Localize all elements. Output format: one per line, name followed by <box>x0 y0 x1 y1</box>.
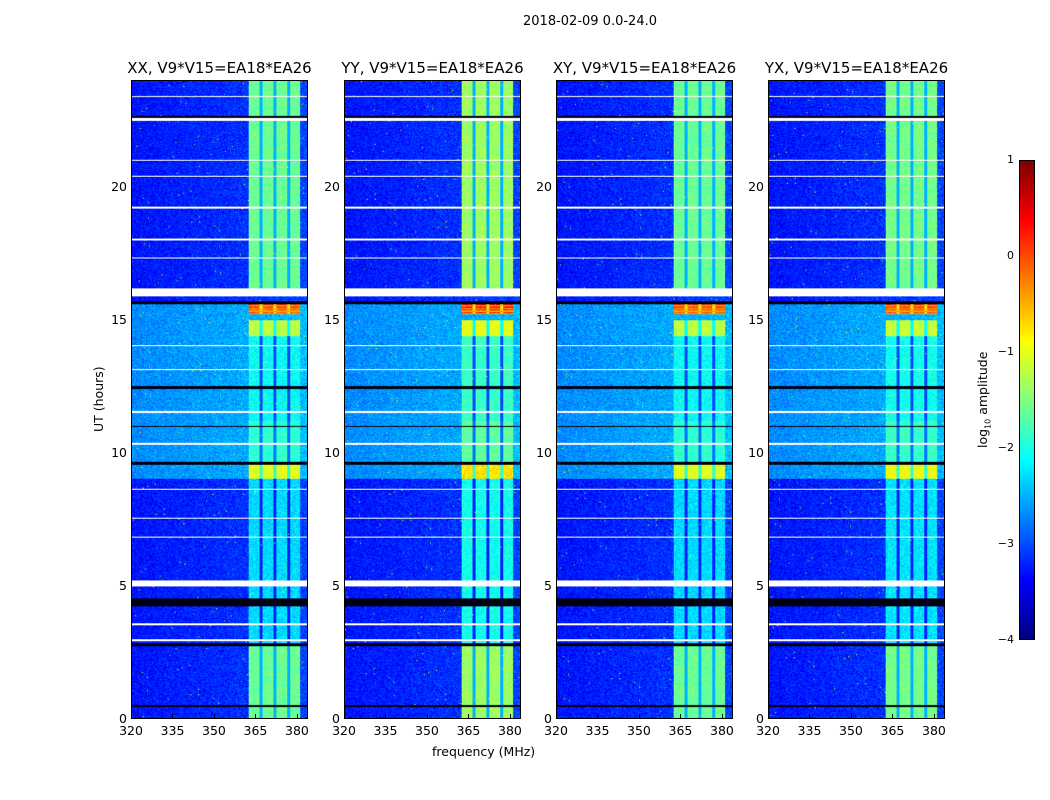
panel-title: YX, V9*V15=EA18*EA26 <box>764 59 949 77</box>
heatmap-cells <box>557 81 732 718</box>
colorbar <box>1019 160 1035 640</box>
x-tick-label: 350 <box>202 723 226 738</box>
x-tick-mark <box>768 714 769 719</box>
colorbar-tick-label: −4 <box>997 633 1014 646</box>
y-tick-label: 0 <box>119 711 127 726</box>
y-tick-label: 15 <box>536 311 552 327</box>
x-axis-label: frequency (MHz) <box>432 744 536 759</box>
x-tick-label: 320 <box>756 723 780 738</box>
x-tick-mark <box>255 714 257 719</box>
y-tick-label: 0 <box>756 711 764 726</box>
heatmap-panel <box>344 80 521 719</box>
colorbar-tick-label: −1 <box>997 345 1014 358</box>
x-tick-mark <box>172 714 174 719</box>
x-tick-label: 350 <box>415 723 439 738</box>
x-tick-mark <box>597 714 599 719</box>
colorbar-tick-label: 1 <box>1007 153 1014 166</box>
x-tick-mark <box>556 714 557 719</box>
x-tick-mark <box>680 714 682 719</box>
colorbar-label: log10 amplitude <box>975 351 993 448</box>
x-tick-label: 350 <box>839 723 863 738</box>
x-tick-mark <box>131 714 132 719</box>
y-tick-label: 0 <box>544 711 552 726</box>
x-tick-label: 365 <box>243 723 268 738</box>
x-tick-label: 335 <box>160 723 185 738</box>
y-axis-label: UT (hours) <box>91 366 106 432</box>
x-tick-label: 365 <box>880 723 905 738</box>
panel-title: XX, V9*V15=EA18*EA26 <box>127 59 312 77</box>
x-tick-mark <box>426 714 428 719</box>
y-tick-label: 0 <box>332 711 340 726</box>
x-tick-mark <box>850 714 852 719</box>
x-tick-label: 320 <box>544 723 568 738</box>
panel-title: XY, V9*V15=EA18*EA26 <box>552 59 737 77</box>
x-tick-mark <box>213 714 215 719</box>
figure-title: 2018-02-09 0.0-24.0 <box>523 14 657 29</box>
y-tick-label: 20 <box>536 178 552 194</box>
x-tick-mark <box>933 714 935 719</box>
y-tick-label: 15 <box>748 311 764 327</box>
x-tick-label: 365 <box>668 723 693 738</box>
x-tick-mark <box>344 714 345 719</box>
x-tick-label: 380 <box>922 723 946 738</box>
x-tick-label: 380 <box>498 723 522 738</box>
heatmap-cells <box>345 81 520 718</box>
x-tick-mark <box>721 714 723 719</box>
colorbar-tick-label: −3 <box>997 537 1014 550</box>
y-tick-label: 5 <box>119 577 127 593</box>
heatmap-cells <box>132 81 307 718</box>
y-tick-label: 20 <box>324 178 340 194</box>
y-tick-label: 15 <box>111 311 127 327</box>
x-tick-label: 335 <box>373 723 398 738</box>
heatmap-panel <box>131 80 308 719</box>
heatmap-cells <box>769 81 944 718</box>
y-tick-label: 10 <box>111 444 127 460</box>
x-tick-mark <box>809 714 811 719</box>
x-tick-mark <box>385 714 387 719</box>
x-tick-mark <box>892 714 894 719</box>
y-tick-label: 5 <box>332 577 340 593</box>
y-tick-label: 10 <box>324 444 340 460</box>
colorbar-tick-label: 0 <box>1007 249 1014 262</box>
y-tick-label: 15 <box>324 311 340 327</box>
x-tick-mark <box>296 714 298 719</box>
x-tick-label: 335 <box>585 723 610 738</box>
x-tick-label: 380 <box>710 723 734 738</box>
y-tick-label: 10 <box>536 444 552 460</box>
x-tick-mark <box>509 714 511 719</box>
x-tick-label: 335 <box>797 723 822 738</box>
x-tick-mark <box>468 714 470 719</box>
x-tick-mark <box>638 714 640 719</box>
panel-title: YY, V9*V15=EA18*EA26 <box>341 59 524 77</box>
x-tick-label: 365 <box>456 723 481 738</box>
y-tick-label: 5 <box>756 577 764 593</box>
y-tick-label: 20 <box>111 178 127 194</box>
y-tick-label: 10 <box>748 444 764 460</box>
x-tick-label: 320 <box>332 723 356 738</box>
x-tick-label: 380 <box>285 723 309 738</box>
x-tick-label: 320 <box>119 723 143 738</box>
y-tick-label: 5 <box>544 577 552 593</box>
y-tick-label: 20 <box>748 178 764 194</box>
heatmap-panel <box>556 80 733 719</box>
x-tick-label: 350 <box>627 723 651 738</box>
colorbar-tick-label: −2 <box>997 441 1014 454</box>
heatmap-panel <box>768 80 945 719</box>
